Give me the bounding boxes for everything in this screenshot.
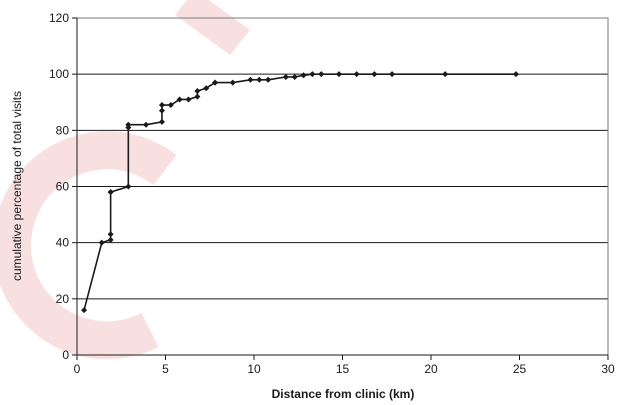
y-tick-label: 60	[56, 180, 70, 194]
data-point	[203, 85, 210, 92]
data-point	[194, 88, 201, 95]
data-point	[176, 96, 183, 103]
x-tick-label: 25	[513, 362, 527, 376]
data-point	[158, 107, 165, 114]
y-tick-label: 40	[56, 236, 70, 250]
y-tick-label: 0	[62, 348, 69, 362]
x-tick-label: 5	[162, 362, 169, 376]
data-point	[98, 239, 105, 246]
x-tick-label: 10	[247, 362, 261, 376]
data-point	[158, 118, 165, 125]
axes	[72, 17, 609, 360]
x-tick-label: 15	[336, 362, 350, 376]
data-point	[389, 71, 396, 78]
data-point	[143, 121, 150, 128]
data-point	[247, 76, 254, 83]
data-point	[107, 231, 114, 238]
tick-labels: 0 5 10 15 20 25 30 0 20 40 60 80 100 120	[49, 11, 615, 376]
watermark-arc	[0, 131, 177, 360]
data-point	[125, 183, 132, 190]
x-tick-label: 0	[74, 362, 81, 376]
data-point	[167, 102, 174, 109]
data-point	[335, 71, 342, 78]
x-tick-label: 30	[601, 362, 615, 376]
data-point	[185, 96, 192, 103]
data-point	[81, 307, 88, 314]
watermark	[0, 0, 250, 360]
y-axis-label: cumulative percentage of total visits	[10, 91, 24, 281]
data-point	[300, 72, 307, 79]
data-point	[353, 71, 360, 78]
data-point	[282, 73, 289, 80]
data-point	[194, 93, 201, 100]
y-tick-label: 80	[56, 123, 70, 137]
x-tick-label: 20	[424, 362, 438, 376]
watermark-stroke	[175, 0, 250, 55]
data-point	[512, 71, 519, 78]
data-point	[107, 189, 114, 196]
y-tick-label: 100	[49, 67, 69, 81]
data-point	[229, 79, 236, 86]
data-point	[107, 236, 114, 243]
data-point	[265, 76, 272, 83]
data-point	[291, 73, 298, 80]
data-point	[309, 71, 316, 78]
data-point	[125, 121, 132, 128]
data-point	[371, 71, 378, 78]
data-point	[318, 71, 325, 78]
series	[81, 71, 519, 314]
data-point	[212, 79, 219, 86]
data-point	[256, 76, 263, 83]
data-point	[442, 71, 449, 78]
series-line	[83, 73, 516, 311]
y-tick-label: 20	[56, 292, 70, 306]
x-axis-label: Distance from clinic (km)	[272, 387, 415, 401]
data-point	[158, 102, 165, 109]
y-tick-label: 120	[49, 11, 69, 25]
